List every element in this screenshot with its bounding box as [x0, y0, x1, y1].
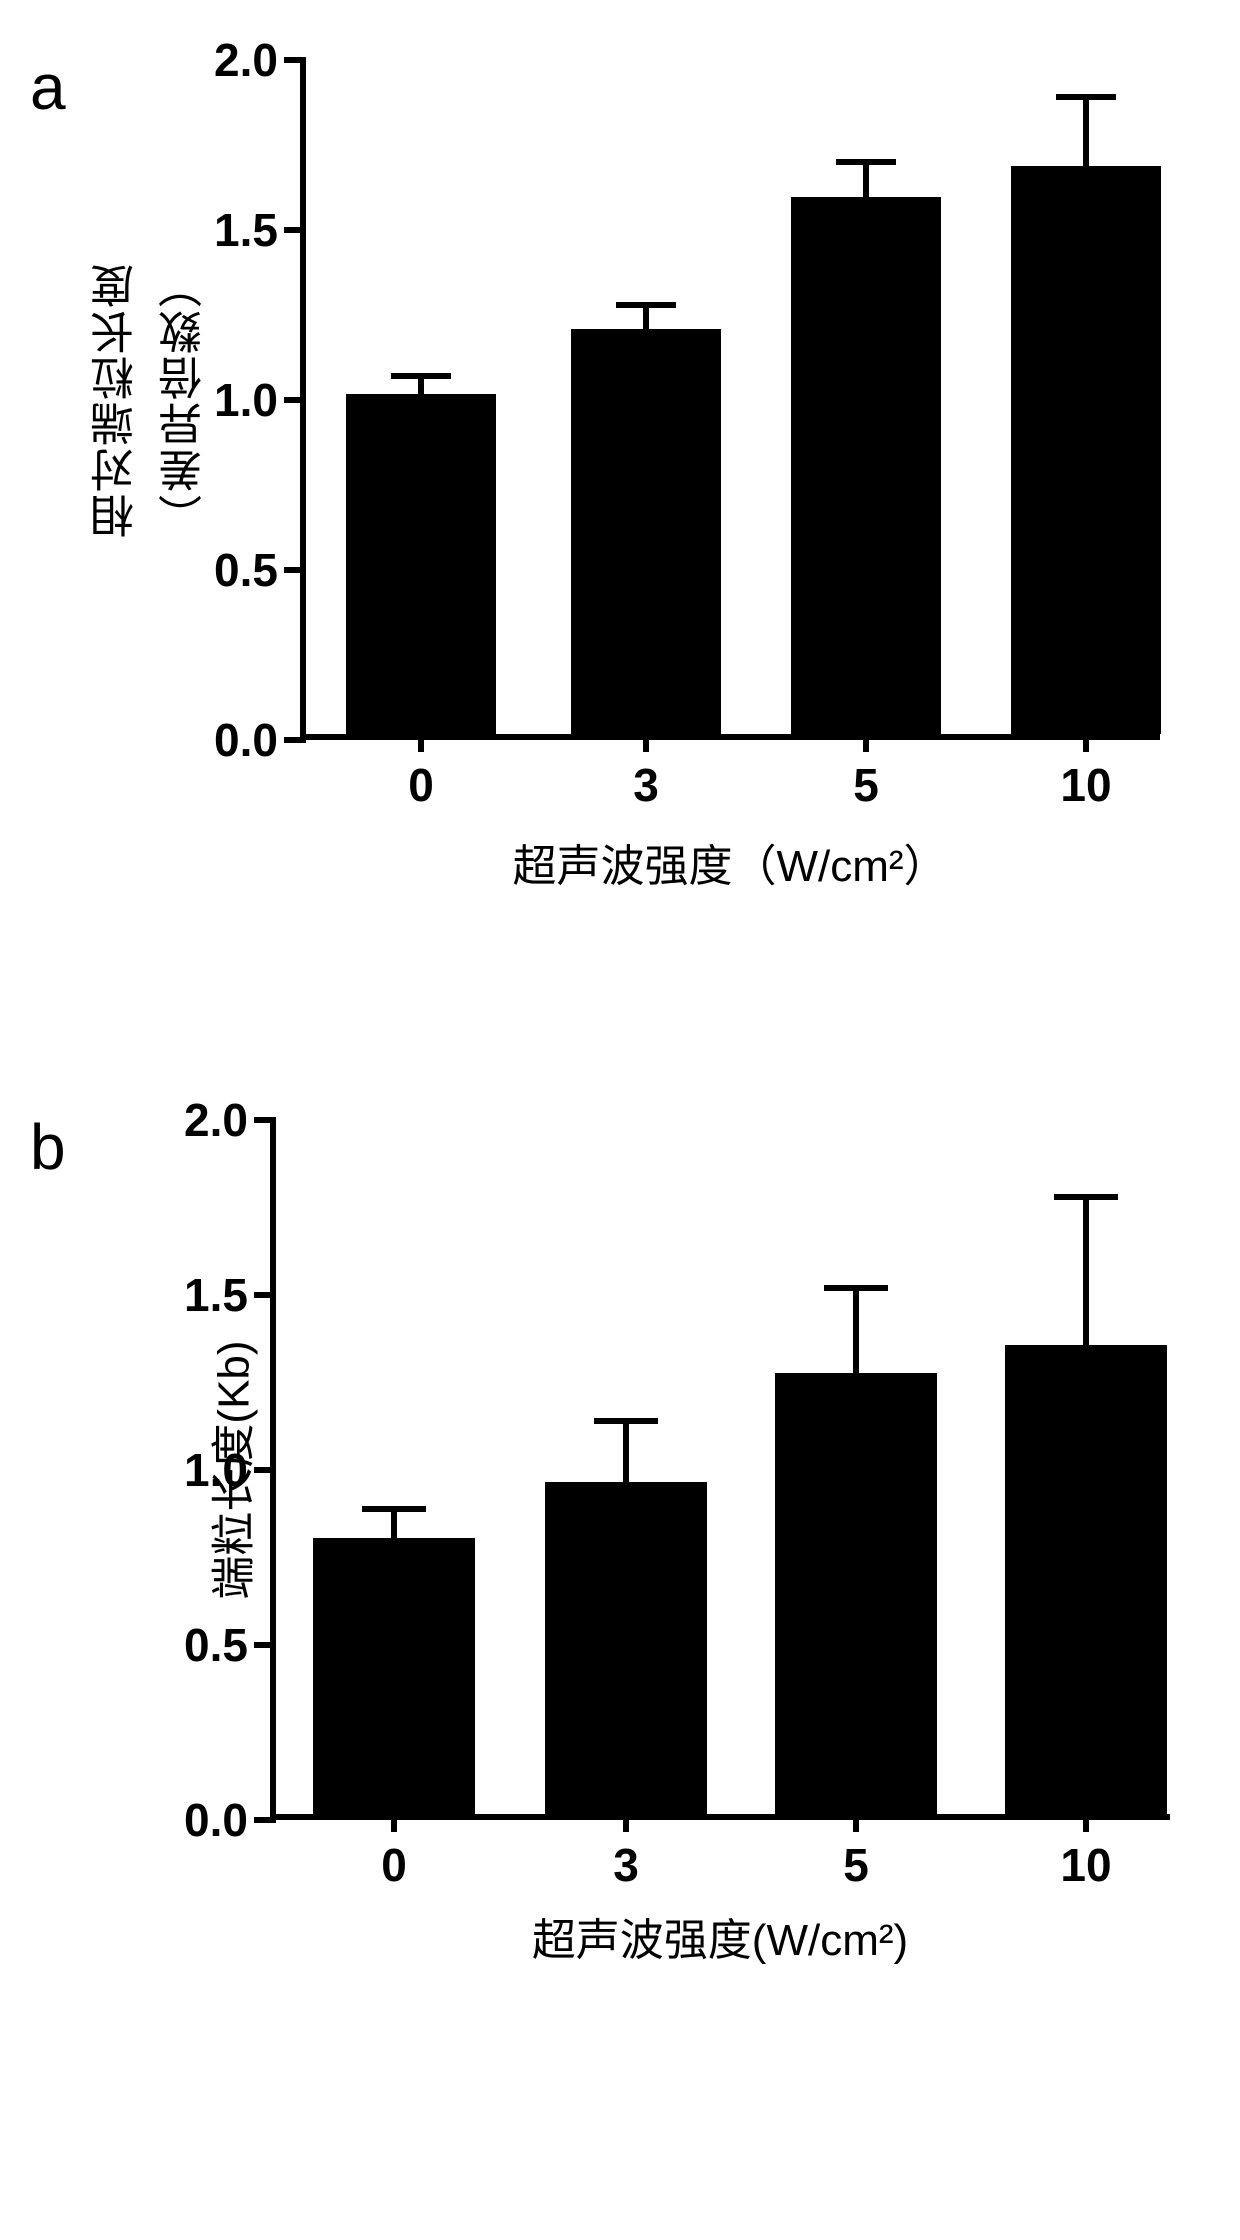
x-tick-label: 3	[633, 758, 659, 812]
y-tick	[254, 1467, 276, 1473]
error-bar-stem	[1083, 97, 1089, 172]
x-tick-label: 10	[1060, 1838, 1111, 1892]
y-tick	[254, 1117, 276, 1123]
y-tick-label: 0.5	[184, 1618, 248, 1672]
x-tick-label: 0	[381, 1838, 407, 1892]
y-tick	[254, 1817, 276, 1823]
y-tick	[254, 1292, 276, 1298]
y-tick	[284, 567, 306, 573]
bar	[1005, 1345, 1167, 1814]
x-tick-label: 3	[613, 1838, 639, 1892]
y-tick-label: 0.0	[184, 1793, 248, 1847]
chart-a-area: 相对端粒长度 （差异倍数） 0.00.51.01.52.003510 超声波强度…	[300, 60, 1160, 740]
x-axis-title-a: 超声波强度（W/cm²）	[512, 830, 947, 894]
y-tick	[284, 57, 306, 63]
error-bar-cap	[1054, 1194, 1118, 1200]
x-tick	[623, 1814, 629, 1832]
x-tick	[418, 734, 424, 752]
error-bar-cap	[824, 1285, 888, 1291]
y-tick-label: 1.0	[214, 373, 278, 427]
error-bar-stem	[853, 1288, 859, 1379]
x-tick	[1083, 734, 1089, 752]
y-tick-label: 1.5	[214, 203, 278, 257]
y-tick	[284, 737, 306, 743]
y-axis-title-a-line2: （差异倍数）	[153, 262, 217, 538]
error-bar-stem	[418, 376, 424, 400]
error-bar-cap	[391, 373, 451, 379]
error-bar-cap	[836, 159, 896, 165]
x-tick	[863, 734, 869, 752]
bar	[571, 329, 721, 734]
bar	[346, 394, 496, 734]
error-bar-stem	[1083, 1197, 1089, 1351]
bar	[313, 1538, 475, 1815]
error-bar-stem	[863, 162, 869, 203]
error-bar-cap	[1056, 94, 1116, 100]
x-tick-label: 0	[408, 758, 434, 812]
y-tick	[254, 1642, 276, 1648]
bar	[775, 1373, 937, 1814]
error-bar-cap	[616, 302, 676, 308]
error-bar-stem	[643, 305, 649, 336]
y-tick	[284, 227, 306, 233]
panel-a-label: a	[30, 50, 66, 124]
x-tick	[643, 734, 649, 752]
bar	[791, 197, 941, 734]
y-tick-label: 1.5	[184, 1268, 248, 1322]
y-tick-label: 2.0	[184, 1093, 248, 1147]
plot-a: 0.00.51.01.52.003510	[300, 60, 1160, 740]
error-bar-cap	[362, 1506, 426, 1512]
x-tick	[853, 1814, 859, 1832]
panel-b-label: b	[30, 1110, 66, 1184]
y-tick-label: 0.5	[214, 543, 278, 597]
x-axis-title-b: 超声波强度(W/cm²)	[532, 1904, 908, 1968]
plot-b: 0.00.51.01.52.003510	[270, 1120, 1170, 1820]
y-tick-label: 0.0	[214, 713, 278, 767]
bar	[1011, 166, 1161, 734]
x-tick-label: 5	[853, 758, 879, 812]
y-axis-title-a-line1: 相对端粒长度	[85, 262, 149, 538]
chart-b-area: 端粒长度(Kb) 0.00.51.01.52.003510 超声波强度(W/cm…	[270, 1120, 1170, 1820]
y-tick	[284, 397, 306, 403]
error-bar-cap	[594, 1418, 658, 1424]
panel-b: b 端粒长度(Kb) 0.00.51.01.52.003510 超声波强度(W/…	[40, 1120, 1200, 2100]
x-tick	[391, 1814, 397, 1832]
error-bar-stem	[391, 1509, 397, 1544]
panel-a: a 相对端粒长度 （差异倍数） 0.00.51.01.52.003510 超声波…	[40, 60, 1200, 1020]
y-tick-label: 1.0	[184, 1443, 248, 1497]
bar	[545, 1482, 707, 1815]
x-tick-label: 5	[843, 1838, 869, 1892]
x-tick-label: 10	[1060, 758, 1111, 812]
error-bar-stem	[623, 1421, 629, 1488]
x-tick	[1083, 1814, 1089, 1832]
figure-container: a 相对端粒长度 （差异倍数） 0.00.51.01.52.003510 超声波…	[0, 0, 1240, 2240]
y-tick-label: 2.0	[214, 33, 278, 87]
